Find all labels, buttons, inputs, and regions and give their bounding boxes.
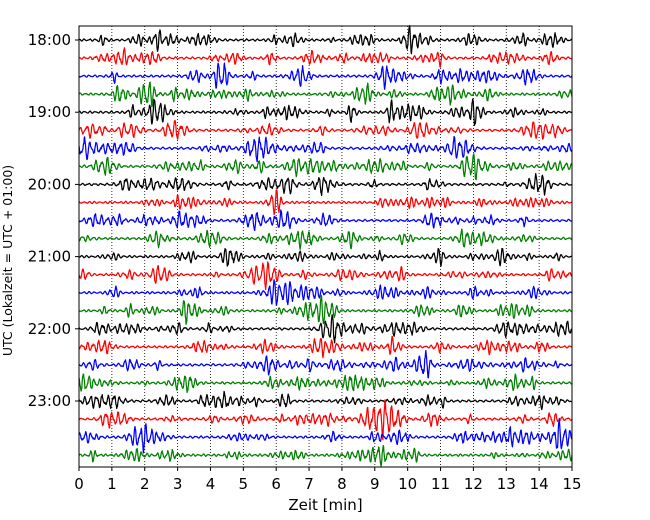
x-tick-label: 5 xyxy=(239,475,249,493)
trace-layer xyxy=(78,25,573,467)
trace-line xyxy=(78,399,573,441)
y-axis: 18:00 19:00 20:00 21:00 22:00 23:00 xyxy=(28,31,79,410)
trace-line xyxy=(78,390,573,411)
trace-line xyxy=(78,335,573,359)
y-tick-label: 23:00 xyxy=(28,392,71,410)
x-tick-label: 13 xyxy=(497,475,516,493)
trace-line xyxy=(78,153,573,181)
y-axis-label: UTC (Lokalzeit = UTC + 01:00) xyxy=(0,165,15,356)
x-tick-label: 14 xyxy=(530,475,549,493)
y-tick-label: 20:00 xyxy=(28,175,71,193)
trace-line xyxy=(78,314,573,344)
y-tick-label: 19:00 xyxy=(28,103,71,121)
y-tick-label: 18:00 xyxy=(28,31,71,49)
trace-line xyxy=(78,373,573,394)
x-tick-label: 0 xyxy=(74,475,84,493)
x-tick-label: 15 xyxy=(562,475,581,493)
x-tick-label: 12 xyxy=(464,475,483,493)
x-axis-label: Zeit [min] xyxy=(288,496,362,514)
trace-line xyxy=(78,25,573,55)
trace-line xyxy=(78,135,573,163)
trace-line xyxy=(78,294,573,325)
y-tick-label: 22:00 xyxy=(28,320,71,338)
trace-line xyxy=(78,444,573,467)
trace-line xyxy=(78,98,573,126)
x-tick-label: 7 xyxy=(304,475,314,493)
trace-line xyxy=(78,173,573,197)
trace-line xyxy=(78,417,573,454)
x-tick-label: 3 xyxy=(173,475,183,493)
trace-line xyxy=(78,189,573,216)
trace-line xyxy=(78,261,573,291)
trace-line xyxy=(78,247,573,267)
x-tick-label: 1 xyxy=(107,475,117,493)
x-tick-label: 11 xyxy=(431,475,450,493)
x-tick-label: 9 xyxy=(370,475,380,493)
y-tick-label: 21:00 xyxy=(28,248,71,266)
x-axis: 0 1 2 3 4 5 6 7 8 9 10 11 12 13 14 15 xyxy=(74,467,582,493)
trace-line xyxy=(78,81,573,108)
plot-frame xyxy=(78,25,573,468)
trace-line xyxy=(78,228,573,250)
trace-line xyxy=(78,279,573,306)
trace-line xyxy=(78,209,573,232)
x-tick-label: 2 xyxy=(140,475,150,493)
x-tick-label: 8 xyxy=(337,475,347,493)
x-tick-label: 10 xyxy=(398,475,417,493)
x-tick-label: 6 xyxy=(271,475,281,493)
trace-line xyxy=(78,120,573,140)
trace-line xyxy=(78,62,573,90)
x-tick-label: 4 xyxy=(206,475,216,493)
trace-line xyxy=(78,349,573,379)
trace-line xyxy=(78,47,573,68)
